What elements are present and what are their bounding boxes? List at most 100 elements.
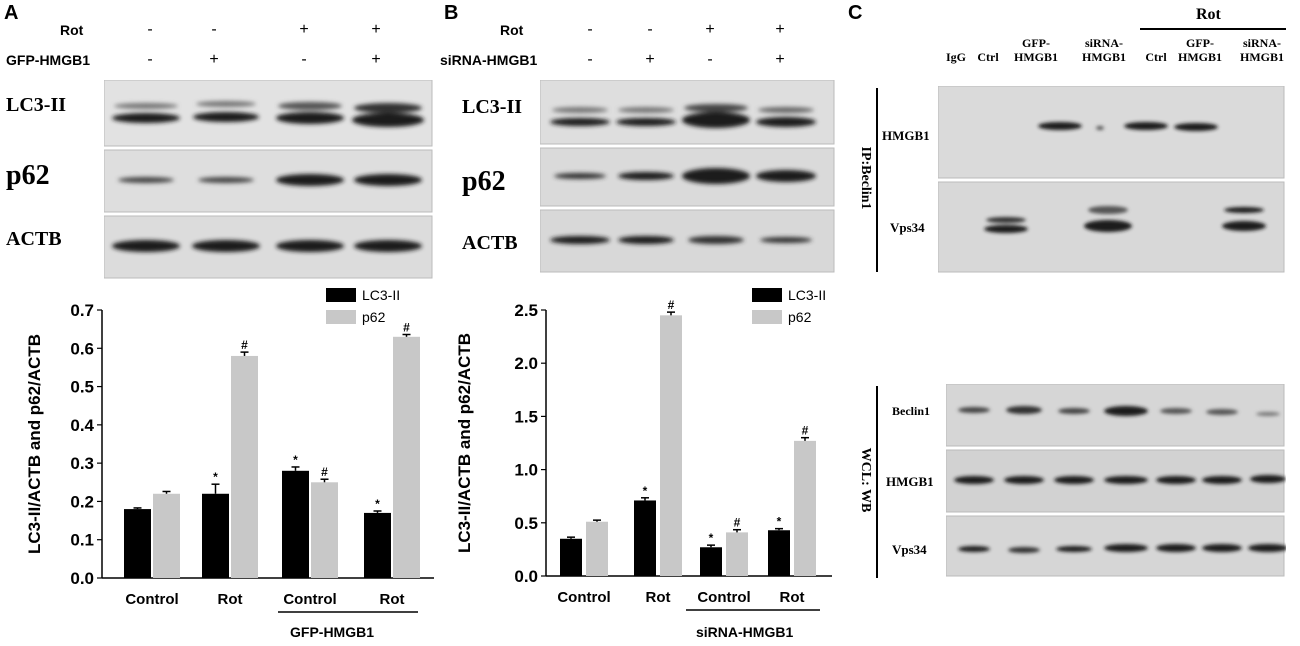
bar-lc3-ii — [124, 509, 151, 578]
band — [554, 173, 606, 179]
blot-strip-hmgb1 — [938, 86, 1285, 179]
y-tick-label: 1.5 — [514, 407, 538, 426]
treatment-row-rot-a: Rot — [60, 22, 84, 38]
legend-swatch — [752, 288, 782, 302]
band — [276, 112, 344, 124]
band — [1084, 220, 1132, 232]
band — [1008, 547, 1040, 553]
band — [196, 101, 256, 107]
lane-label: siRNA- HMGB1 — [1082, 36, 1126, 64]
band — [618, 172, 674, 180]
band — [1202, 476, 1242, 484]
band — [192, 240, 260, 252]
y-tick-label: 0.3 — [70, 454, 94, 473]
band — [276, 240, 344, 252]
y-tick-label: 0.1 — [70, 531, 94, 550]
band — [682, 112, 750, 128]
lane-label: Ctrl — [977, 50, 999, 64]
category-label: Control — [125, 591, 178, 608]
bar-p62 — [311, 482, 338, 578]
band — [112, 240, 180, 252]
band — [684, 104, 748, 112]
panel-label-c: C — [848, 2, 863, 24]
sign: - — [587, 21, 593, 38]
treatment-row-sirna-b: siRNA-HMGB1 — [440, 52, 538, 68]
treatment-row-gfp-a: GFP-HMGB1 — [6, 52, 90, 68]
sign: + — [645, 51, 655, 68]
significance-mark: * — [213, 470, 218, 484]
y-tick-label: 0.0 — [514, 567, 538, 586]
band — [550, 118, 610, 126]
y-tick-label: 0.7 — [70, 301, 94, 320]
band — [1174, 123, 1218, 131]
band — [756, 170, 816, 182]
sign: + — [371, 21, 381, 38]
treatment-row-rot-b: Rot — [500, 22, 524, 38]
band — [198, 177, 254, 183]
sign: - — [211, 21, 217, 38]
band — [986, 217, 1026, 223]
band — [682, 168, 750, 184]
legend-label: p62 — [362, 309, 386, 325]
band — [618, 107, 674, 113]
band — [958, 407, 990, 413]
sign: + — [209, 51, 219, 68]
group-label-sirna: siRNA-HMGB1 — [696, 624, 794, 640]
band — [276, 174, 344, 186]
category-label: Control — [557, 589, 610, 606]
bar-p62 — [393, 336, 420, 578]
band — [1156, 544, 1196, 552]
sign: + — [299, 21, 309, 38]
band — [1096, 126, 1104, 130]
band — [118, 177, 174, 183]
band — [1156, 476, 1196, 484]
sign: - — [647, 21, 653, 38]
band — [1160, 408, 1192, 414]
band — [352, 113, 424, 127]
band — [552, 107, 608, 113]
band — [1222, 221, 1266, 231]
western-blot-b — [540, 80, 835, 273]
y-tick-label: 0.6 — [70, 339, 94, 358]
panel-label-a: A — [4, 2, 19, 24]
rot-bracket-line — [1140, 28, 1286, 30]
lane-label: Ctrl — [1145, 50, 1167, 64]
panel-label-b: B — [444, 2, 459, 24]
band — [618, 236, 674, 244]
band — [760, 237, 812, 243]
category-label: Control — [283, 591, 336, 608]
band — [616, 118, 676, 126]
significance-mark: * — [777, 515, 782, 529]
category-label: Control — [697, 589, 750, 606]
band — [354, 240, 422, 252]
band — [1088, 206, 1128, 214]
significance-mark: * — [293, 453, 298, 467]
sign: + — [705, 21, 715, 38]
blot-label-beclin1-wcl: Beclin1 — [892, 404, 930, 418]
rot-header-c: Rot — [1196, 6, 1221, 23]
y-tick-label: 1.0 — [514, 461, 538, 480]
category-label: Rot — [218, 591, 243, 608]
band — [984, 225, 1028, 233]
significance-mark: * — [375, 497, 380, 511]
blot-label-actb-a: ACTB — [6, 228, 62, 250]
bar-lc3-ii — [700, 547, 722, 576]
band — [1104, 406, 1148, 416]
bar-chart-a: 0.0 0.1 0.2 0.3 0.4 0.5 0.6 0.7 LC3-II/ACTB and … — [25, 287, 434, 613]
y-tick-label: 0.0 — [70, 569, 94, 588]
lane-label: IgG — [945, 50, 966, 64]
legend-swatch — [326, 310, 356, 324]
band — [114, 103, 178, 109]
blot-label-lc3-a: LC3-II — [6, 94, 67, 116]
bar-lc3-ii — [282, 470, 309, 578]
blot-label-actb-b: ACTB — [462, 232, 518, 254]
lane-label: GFP- HMGB1 — [1014, 36, 1058, 64]
band — [112, 113, 180, 123]
band — [954, 476, 994, 484]
significance-mark: # — [241, 338, 248, 352]
blot-label-vps34-wcl: Vps34 — [892, 542, 927, 557]
blot-label-vps34-ip: Vps34 — [890, 220, 925, 235]
significance-mark: # — [802, 424, 809, 438]
ip-bracket-line — [876, 88, 878, 272]
bar-lc3-ii — [202, 493, 229, 578]
